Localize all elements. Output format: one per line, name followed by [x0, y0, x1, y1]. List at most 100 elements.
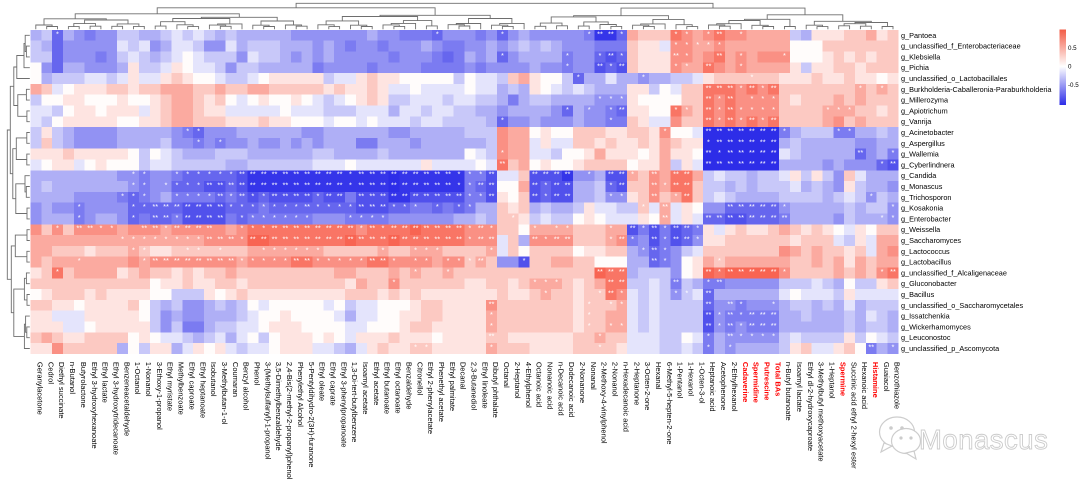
svg-text:g_unclassified_o_Lactobacillal: g_unclassified_o_Lactobacillales: [901, 74, 1008, 83]
svg-text:*: *: [501, 148, 504, 157]
svg-text:3-Ethoxy-1-propanol: 3-Ethoxy-1-propanol: [155, 362, 164, 430]
svg-text:Acetophenone: Acetophenone: [719, 362, 728, 410]
svg-text:**: **: [771, 83, 777, 92]
svg-text:**: **: [771, 127, 777, 136]
svg-text:*: *: [685, 289, 688, 298]
svg-text:**: **: [749, 137, 755, 146]
svg-text:Ethyl 3-hydroxyhexanoate: Ethyl 3-hydroxyhexanoate: [90, 362, 99, 449]
svg-text:*: *: [631, 170, 634, 179]
svg-text:*: *: [425, 256, 428, 265]
svg-text:Guaiacol: Guaiacol: [882, 362, 891, 392]
svg-text:0: 0: [1068, 64, 1072, 71]
svg-text:**: **: [760, 202, 766, 211]
svg-text:*: *: [642, 73, 645, 82]
svg-text:*: *: [609, 181, 612, 190]
svg-text:**: **: [684, 235, 690, 244]
svg-text:*: *: [675, 29, 678, 38]
svg-text:n-Decanoic acid: n-Decanoic acid: [556, 362, 565, 416]
svg-text:*: *: [479, 191, 482, 200]
svg-text:*: *: [772, 332, 775, 341]
svg-text:**: **: [760, 148, 766, 157]
svg-text:**: **: [196, 213, 202, 222]
svg-text:*: *: [740, 299, 743, 308]
svg-text:*: *: [740, 29, 743, 38]
svg-text:**: **: [424, 170, 430, 179]
svg-text:**: **: [782, 213, 788, 222]
svg-text:*: *: [468, 224, 471, 233]
svg-text:**: **: [152, 224, 158, 233]
svg-text:Ethyl palmitate: Ethyl palmitate: [448, 362, 457, 411]
svg-text:2-Nonanol: 2-Nonanol: [611, 362, 620, 397]
svg-text:**: **: [217, 235, 223, 244]
svg-text:*: *: [349, 202, 352, 211]
svg-text:*: *: [707, 343, 710, 352]
svg-text:**: **: [434, 224, 440, 233]
svg-text:*: *: [316, 202, 319, 211]
svg-text:*: *: [892, 148, 895, 157]
svg-text:**: **: [402, 170, 408, 179]
svg-text:*: *: [262, 245, 265, 254]
svg-text:**: **: [217, 256, 223, 265]
svg-text:g_Candida: g_Candida: [901, 171, 937, 180]
svg-text:**: **: [727, 299, 733, 308]
svg-text:**: **: [424, 235, 430, 244]
svg-text:**: **: [304, 256, 310, 265]
svg-text:*: *: [262, 202, 265, 211]
svg-text:**: **: [434, 170, 440, 179]
svg-text:Cedrol: Cedrol: [46, 362, 55, 384]
svg-text:**: **: [369, 224, 375, 233]
svg-text:g_Burkholderia-Caballeronia-Pa: g_Burkholderia-Caballeronia-Paraburkhold…: [901, 85, 1052, 94]
svg-text:*: *: [740, 116, 743, 125]
svg-text:Ethyl acetate: Ethyl acetate: [372, 362, 381, 405]
svg-text:**: **: [684, 181, 690, 190]
svg-text:Phenylethyl Alcohol: Phenylethyl Alcohol: [296, 362, 305, 427]
svg-text:**: **: [261, 181, 267, 190]
svg-text:**: **: [489, 191, 495, 200]
svg-text:*: *: [620, 321, 623, 330]
svg-text:*: *: [425, 343, 428, 352]
svg-text:*: *: [544, 235, 547, 244]
svg-text:g_Wickerhamomyces: g_Wickerhamomyces: [901, 322, 971, 331]
svg-text:**: **: [478, 235, 484, 244]
svg-text:*: *: [382, 213, 385, 222]
svg-text:**: **: [532, 235, 538, 244]
svg-text:*: *: [881, 159, 884, 168]
svg-text:g_Saccharomyces: g_Saccharomyces: [901, 236, 961, 245]
svg-text:*: *: [848, 127, 851, 136]
svg-text:**: **: [207, 202, 213, 211]
svg-text:*: *: [555, 224, 558, 233]
svg-text:**: **: [727, 127, 733, 136]
svg-text:Coumaran: Coumaran: [231, 362, 240, 397]
svg-text:*: *: [175, 170, 178, 179]
svg-text:*: *: [175, 213, 178, 222]
svg-text:**: **: [565, 235, 571, 244]
svg-text:*: *: [490, 224, 493, 233]
svg-text:*: *: [110, 224, 113, 233]
svg-text:**: **: [727, 310, 733, 319]
svg-text:g_unclassified_p_Ascomycota: g_unclassified_p_Ascomycota: [901, 344, 1000, 353]
svg-text:**: **: [478, 256, 484, 265]
svg-text:*: *: [306, 245, 309, 254]
svg-text:**: **: [380, 256, 386, 265]
svg-text:Ethyl dl-2-hydroxycaproate: Ethyl dl-2-hydroxycaproate: [806, 362, 815, 451]
svg-text:*: *: [664, 224, 667, 233]
svg-text:**: **: [413, 181, 419, 190]
svg-text:*: *: [881, 267, 884, 276]
svg-text:*: *: [588, 310, 591, 319]
svg-text:*: *: [588, 170, 591, 179]
svg-text:**: **: [749, 213, 755, 222]
svg-text:*: *: [555, 278, 558, 287]
svg-text:*: *: [295, 245, 298, 254]
svg-text:**: **: [424, 191, 430, 200]
svg-text:*: *: [685, 29, 688, 38]
svg-text:Ethyl heptanoate: Ethyl heptanoate: [198, 362, 207, 418]
svg-text:*: *: [707, 137, 710, 146]
svg-text:*: *: [56, 267, 59, 276]
svg-text:Phenol: Phenol: [253, 362, 262, 386]
svg-text:**: **: [217, 191, 223, 200]
svg-text:**: **: [304, 181, 310, 190]
svg-text:**: **: [760, 321, 766, 330]
svg-text:**: **: [239, 191, 245, 200]
svg-text:*: *: [761, 105, 764, 114]
svg-text:**: **: [434, 235, 440, 244]
